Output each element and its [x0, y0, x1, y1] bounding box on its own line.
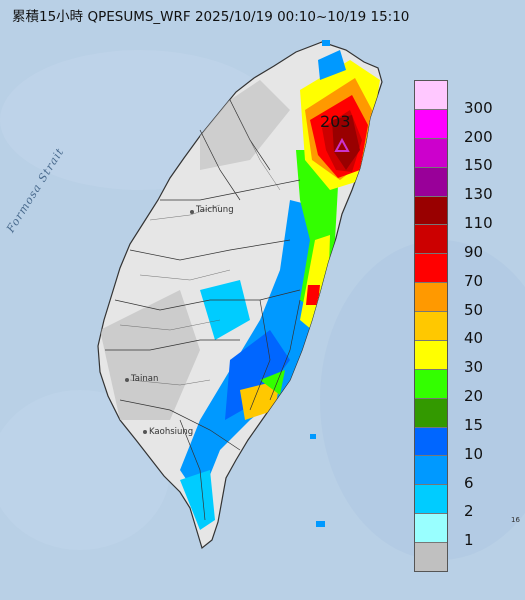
- rainfall-overlay: [100, 50, 380, 530]
- legend-swatch: [415, 167, 447, 197]
- city-label-taichung: Taichung: [196, 205, 234, 215]
- legend-value-label: 15: [464, 415, 484, 434]
- map-edge-label: 16: [511, 516, 520, 524]
- offshore-rain-cell: [310, 434, 316, 439]
- legend-swatch: [415, 398, 447, 428]
- city-label-tainan: Tainan: [131, 374, 159, 384]
- legend-swatch: [415, 514, 447, 543]
- peak-rainfall-value: 203: [320, 112, 351, 131]
- legend-value-label: 40: [464, 329, 484, 348]
- legend-swatch: [415, 543, 447, 571]
- rivers: [119, 119, 281, 386]
- legend-value-label: 20: [464, 387, 484, 406]
- legend-value-label: 10: [464, 444, 484, 463]
- legend-swatch: [415, 456, 447, 486]
- offshore-rain-cell: [316, 521, 325, 527]
- legend-swatch: [415, 283, 447, 312]
- county-boundaries: [105, 99, 301, 521]
- legend-swatch: [415, 196, 447, 226]
- taichung-marker: [190, 210, 194, 214]
- legend-swatch: [415, 369, 447, 399]
- legend-swatch: [415, 485, 447, 515]
- legend-value-label: 30: [464, 358, 484, 377]
- legend-swatch: [415, 312, 447, 341]
- legend-value-label: 50: [464, 300, 484, 319]
- rainfall-color-legend: [414, 80, 448, 572]
- legend-value-label: 150: [464, 156, 493, 175]
- legend-swatch: [415, 81, 447, 110]
- legend-value-label: 6: [464, 473, 474, 492]
- legend-swatch: [415, 138, 447, 168]
- legend-value-labels: 300 200 150 130 110 90 70 50 40 30 20 15 10 6 2 1: [452, 80, 512, 570]
- legend-swatch: [415, 340, 447, 370]
- legend-value-label: 2: [464, 502, 474, 521]
- legend-swatch: [415, 109, 447, 139]
- peak-rain-triangle-icon: [334, 137, 350, 152]
- offshore-rain-cell: [322, 40, 330, 46]
- legend-value-label: 70: [464, 271, 484, 290]
- legend-value-label: 200: [464, 127, 493, 146]
- legend-swatch: [415, 427, 447, 457]
- kaohsiung-marker: [143, 430, 147, 434]
- city-label-kaohsiung: Kaohsiung: [149, 427, 194, 437]
- legend-value-label: 1: [464, 531, 474, 550]
- legend-value-label: 130: [464, 185, 493, 204]
- legend-value-label: 300: [464, 98, 493, 117]
- legend-swatch: [415, 225, 447, 255]
- map-title: 累積15小時 QPESUMS_WRF 2025/10/19 00:10~10/1…: [12, 9, 410, 25]
- legend-value-label: 110: [464, 214, 493, 233]
- legend-value-label: 90: [464, 242, 484, 261]
- tainan-marker: [125, 378, 129, 382]
- legend-swatch: [415, 254, 447, 284]
